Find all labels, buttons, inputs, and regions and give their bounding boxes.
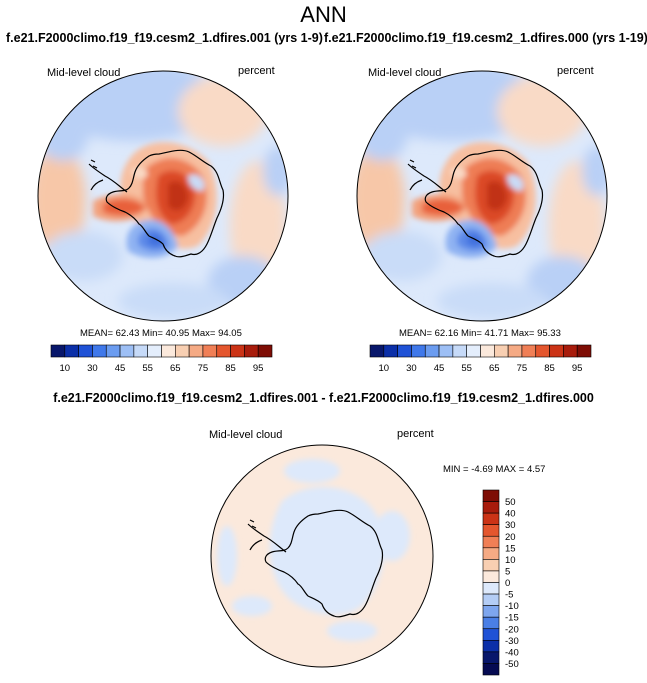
figure-title: ANN (300, 2, 347, 27)
colorbar-left-swatch (133, 344, 148, 358)
colorbar-diff-swatch (482, 524, 500, 537)
colorbar-diff-label: 5 (505, 566, 510, 577)
colorbar-left-label: 65 (170, 363, 181, 374)
colorbar-left-swatch (216, 344, 231, 358)
colorbar-right-label: 65 (489, 363, 500, 374)
colorbar-right-swatch (576, 344, 592, 358)
colorbar-right-swatch (383, 344, 398, 358)
colorbar-right-label: 55 (461, 363, 472, 374)
colorbar-diff-label: 10 (505, 555, 516, 566)
colorbar-left-label: 55 (142, 363, 153, 374)
colorbar-left-label: 75 (198, 363, 209, 374)
colorbar-left-swatch (202, 344, 218, 358)
colorbar-diff-swatch (482, 616, 500, 630)
panel-left-units: percent (238, 65, 275, 77)
colorbar-right-swatch (563, 344, 578, 358)
colorbar-left-swatch (92, 344, 107, 358)
colorbar-diff-swatch (482, 501, 500, 514)
colorbar-diff-swatch (482, 640, 500, 653)
colorbar-right-swatch (452, 344, 467, 358)
colorbar-right-swatch (549, 344, 564, 358)
colorbar-diff-label: 40 (505, 509, 516, 520)
colorbar-right-swatch (480, 344, 495, 358)
panel-left-case-title: f.e21.F2000climo.f19_f19.cesm2_1.dfires.… (6, 31, 323, 45)
panel-right-map (356, 70, 608, 322)
colorbar-left-swatch (147, 344, 162, 358)
panel-right-units: percent (557, 65, 594, 77)
difference-map (210, 444, 434, 668)
colorbar-diff-swatch (482, 663, 500, 676)
colorbar-right-swatch (424, 344, 440, 358)
colorbar-diff-label: -50 (505, 659, 519, 670)
colorbar-right-swatch (535, 344, 550, 358)
panel-left-colorbar: 10 30 45 55 65 75 85 95 (50, 344, 273, 374)
colorbar-left-swatch (161, 344, 176, 358)
colorbar-right-swatch (521, 344, 537, 358)
panel-right-case-title: f.e21.F2000climo.f19_f19.cesm2_1.dfires.… (324, 31, 647, 45)
colorbar-left-swatch (188, 344, 204, 358)
colorbar-right-swatch (397, 344, 412, 358)
colorbar-left-swatch (50, 344, 66, 358)
colorbar-diff-label: 15 (505, 543, 516, 554)
difference-units: percent (397, 428, 434, 440)
colorbar-diff-label: 50 (505, 497, 516, 508)
colorbar-left-swatch (257, 344, 273, 358)
colorbar-left-swatch (78, 344, 93, 358)
panel-right-stats: MEAN= 62.16 Min= 41.71 Max= 95.33 (399, 328, 561, 339)
panel-left-stats: MEAN= 62.43 Min= 40.95 Max= 94.05 (80, 328, 242, 339)
difference-variable: Mid-level cloud (209, 429, 283, 441)
colorbar-right-label: 10 (379, 363, 390, 374)
colorbar-left-label: 95 (253, 363, 264, 374)
colorbar-left-swatch (175, 344, 190, 358)
colorbar-diff-label: 20 (505, 532, 516, 543)
colorbar-diff-swatch (482, 535, 500, 549)
colorbar-diff-label: 0 (505, 578, 510, 589)
colorbar-right-swatch (494, 344, 509, 358)
colorbar-diff-label: -30 (505, 636, 519, 647)
panel-left-variable: Mid-level cloud (47, 67, 121, 79)
colorbar-right-label: 45 (434, 363, 445, 374)
colorbar-diff-swatch (482, 582, 500, 595)
colorbar-left-swatch (64, 344, 79, 358)
panel-left-map (37, 70, 289, 322)
colorbar-diff-label: -15 (505, 613, 519, 624)
colorbar-diff-swatch (482, 593, 500, 606)
colorbar-right-label: 95 (572, 363, 583, 374)
colorbar-diff-swatch (482, 489, 500, 502)
colorbar-left-label: 85 (225, 363, 236, 374)
colorbar-diff-swatch (482, 559, 500, 572)
colorbar-diff-swatch (482, 628, 500, 641)
colorbar-right-label: 85 (544, 363, 555, 374)
colorbar-right-label: 75 (517, 363, 528, 374)
colorbar-right-swatch (411, 344, 426, 358)
colorbar-diff-swatch (482, 651, 500, 664)
colorbar-left-swatch (230, 344, 245, 358)
colorbar-left-label: 45 (115, 363, 126, 374)
colorbar-left-swatch (244, 344, 259, 358)
colorbar-diff-label: 30 (505, 520, 516, 531)
panel-right-variable: Mid-level cloud (368, 67, 442, 79)
colorbar-diff-swatch (482, 570, 500, 583)
panel-right-colorbar: 10 30 45 55 65 75 85 95 (369, 344, 592, 374)
colorbar-right-swatch (507, 344, 523, 358)
colorbar-diff-label: -5 (505, 590, 513, 601)
colorbar-right-swatch (466, 344, 481, 358)
colorbar-right-label: 30 (406, 363, 417, 374)
colorbar-diff-label: -20 (505, 624, 519, 635)
colorbar-diff-label: -10 (505, 601, 519, 612)
colorbar-left-label: 10 (60, 363, 71, 374)
colorbar-diff-swatch (482, 605, 500, 618)
colorbar-diff-swatch (482, 547, 500, 560)
colorbar-right-swatch (369, 344, 385, 358)
colorbar-right-swatch (438, 344, 454, 358)
colorbar-left-swatch (105, 344, 121, 358)
colorbar-left-label: 30 (87, 363, 98, 374)
colorbar-diff-swatch (482, 512, 500, 525)
difference-title: f.e21.F2000climo.f19_f19.cesm2_1.dfires.… (53, 391, 594, 405)
colorbar-left-swatch (119, 344, 135, 358)
difference-minmax: MIN = -4.69 MAX = 4.57 (443, 464, 546, 475)
colorbar-diff-label: -40 (505, 647, 519, 658)
